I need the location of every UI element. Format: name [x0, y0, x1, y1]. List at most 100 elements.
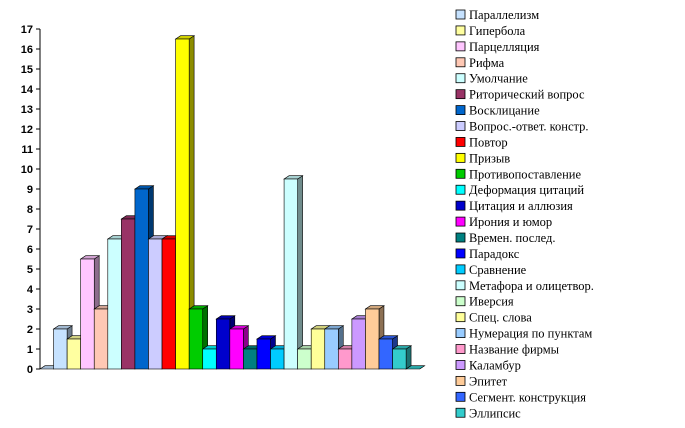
legend-label: Противопоставление [469, 167, 581, 181]
legend-item: Призыв [455, 151, 510, 165]
legend-label: Эпитет [469, 374, 508, 388]
legend-label: Парцелляция [469, 40, 540, 54]
y-tick-label: 17 [21, 24, 33, 36]
bar [391, 345, 413, 370]
legend-label: Сегмент. конструкция [469, 390, 586, 404]
y-tick-label: 13 [21, 104, 33, 116]
legend-item: Иверсия [455, 295, 514, 309]
bar [364, 305, 385, 370]
legend-label: Гипербола [469, 24, 526, 38]
legend-item: Риторический вопрос [455, 88, 585, 102]
legend-label: Повтор [469, 135, 508, 149]
y-tick-label: 14 [21, 84, 34, 96]
bars-group [39, 35, 426, 370]
legend-label: Риторический вопрос [469, 88, 585, 102]
y-tick-label: 9 [27, 184, 33, 196]
legend-swatch [455, 168, 466, 179]
legend-label: Вопрос.-ответ. констр. [469, 120, 589, 134]
legend-item: Эллипсис [455, 406, 521, 420]
y-tick-label: 7 [27, 224, 33, 236]
legend-item: Времен. послед. [455, 231, 555, 245]
legend-swatch [455, 152, 466, 163]
y-tick-label: 2 [27, 324, 33, 336]
legend-label: Ирония и юмор [469, 215, 552, 229]
legend-label: Параллелизм [469, 8, 539, 22]
legend-item: Деформация цитаций [455, 183, 584, 197]
y-tick-label: 15 [21, 64, 33, 76]
legend-swatch [455, 137, 466, 147]
legend-label: Метафора и олицетвор. [469, 279, 594, 293]
legend-swatch [455, 360, 466, 370]
y-tick-label: 0 [27, 364, 33, 376]
y-tick-label: 16 [21, 44, 33, 56]
legend-item: Спец. слова [455, 311, 532, 325]
y-tick-label: 10 [21, 164, 33, 176]
legend-label: Умолчание [469, 72, 528, 86]
legend-swatch [455, 407, 466, 418]
legend-swatch [455, 344, 466, 354]
legend-swatch [455, 89, 466, 100]
legend-swatch [455, 328, 466, 339]
legend-label: Времен. послед. [469, 231, 555, 245]
legend-label: Иверсия [469, 295, 514, 309]
legend-item: Ирония и юмор [455, 215, 552, 229]
legend-label: Деформация цитаций [469, 183, 584, 197]
legend-item: Противопоставление [455, 167, 581, 181]
y-tick-label: 4 [27, 284, 34, 296]
legend-item: Гипербола [455, 24, 526, 38]
legend-item: Цитация и аллюзия [455, 199, 573, 213]
legend-swatch [455, 391, 466, 402]
y-tick-label: 3 [27, 304, 33, 316]
legend-swatch [455, 9, 466, 20]
legend-swatch [455, 264, 466, 275]
legend-swatch [455, 232, 466, 243]
legend-label: Нумерация по пунктам [469, 327, 592, 341]
legend-label: Название фирмы [469, 343, 560, 357]
legend-swatch [455, 57, 466, 68]
legend-label: Цитация и аллюзия [469, 199, 573, 213]
legend-item: Эпитет [455, 374, 508, 388]
legend-item: Параллелизм [455, 8, 539, 22]
y-tick-label: 5 [27, 264, 33, 276]
legend-label: Эллипсис [469, 406, 521, 420]
legend-label: Парадокс [469, 247, 520, 261]
y-tick-label: 11 [21, 144, 33, 156]
legend-item: Повтор [455, 135, 508, 149]
legend-item: Умолчание [455, 72, 528, 86]
legend-swatch [455, 248, 466, 259]
y-tick-label: 6 [27, 244, 33, 256]
legend-item: Рифма [455, 56, 505, 70]
legend-swatch [455, 296, 466, 307]
y-tick-label: 1 [27, 344, 33, 356]
bar [174, 35, 196, 370]
legend-item: Парадокс [455, 247, 520, 261]
y-tick-label: 8 [27, 204, 33, 216]
legend-label: Восклицание [469, 104, 540, 118]
legend-swatch [455, 375, 466, 386]
legend-swatch [455, 200, 466, 211]
y-tick-label: 12 [21, 124, 33, 136]
legend-label: Призыв [469, 151, 510, 165]
legend-label: Сравнение [469, 263, 527, 277]
bar [283, 175, 304, 370]
legend-item: Название фирмы [455, 343, 560, 357]
legend-item: Сегмент. конструкция [455, 390, 586, 404]
legend-item: Сравнение [455, 263, 527, 277]
legend-item: Парцелляция [455, 40, 540, 54]
legend-swatch [455, 121, 466, 131]
legend-swatch [455, 312, 466, 323]
legend-item: Нумерация по пунктам [455, 327, 592, 341]
bar [405, 365, 426, 370]
legend-swatch [455, 105, 466, 115]
legend-swatch [455, 41, 466, 52]
legend-swatch [455, 216, 466, 227]
legend-label: Спец. слова [469, 311, 532, 325]
legend: Параллелизм Гипербола Парцелляция Рифма Умол… [455, 8, 594, 420]
legend-swatch [455, 280, 466, 291]
legend-label: Каламбур [469, 358, 521, 372]
legend-swatch [455, 73, 466, 84]
legend-label: Рифма [469, 56, 505, 70]
legend-item: Восклицание [455, 104, 540, 118]
